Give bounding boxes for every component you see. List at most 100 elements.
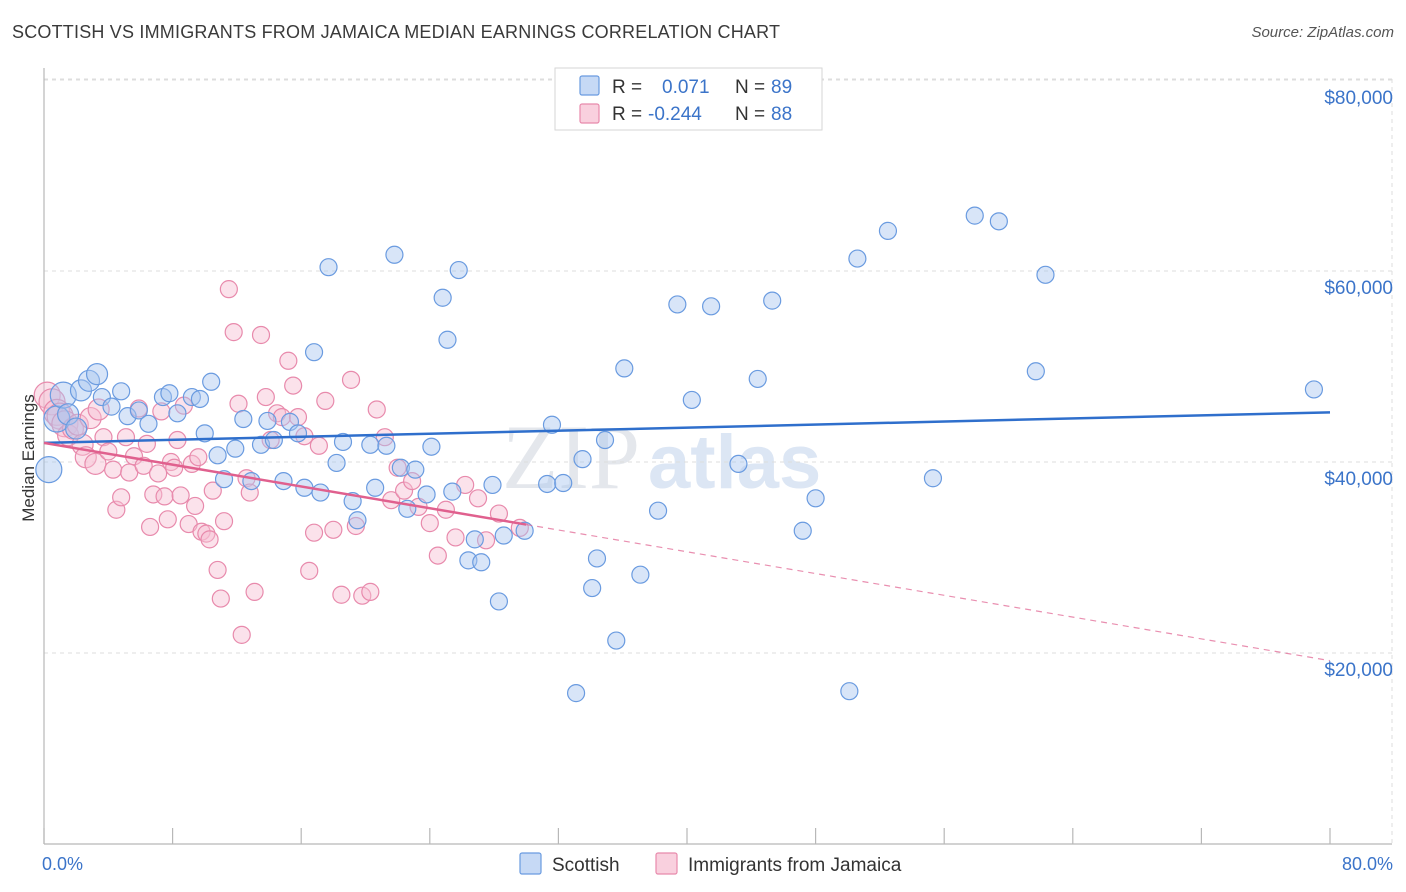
scottish-point-51 [443, 482, 462, 501]
scottish-point-2 [49, 381, 77, 409]
scottish-point-27 [258, 411, 277, 431]
jamaica-point-44 [211, 589, 230, 608]
scottish-point-36 [327, 453, 346, 473]
scottish-point-12 [129, 401, 148, 420]
jamaica-point-46 [219, 280, 238, 299]
jamaica-point-52 [245, 582, 264, 601]
bottom-legend-label-scottish: Scottish [552, 855, 620, 876]
jamaica-point-26 [149, 464, 168, 483]
axes [43, 68, 1392, 845]
jamaica-point-72 [367, 400, 386, 419]
legend-n-value-jamaica: 88 [771, 104, 792, 125]
scottish-point-85 [989, 212, 1008, 231]
jamaica-point-29 [158, 510, 177, 529]
jamaica-point-86 [489, 504, 509, 523]
jamaica-point-11 [84, 452, 107, 476]
scottish-point-16 [168, 404, 187, 423]
scottish-point-71 [648, 501, 668, 520]
scottish-point-75 [729, 454, 748, 474]
jamaica-point-58 [279, 351, 298, 370]
scottish-point-62 [554, 473, 573, 493]
scottish-point-65 [583, 578, 602, 598]
scottish-point-24 [234, 409, 253, 429]
legend-r-value-scottish: 0.071 [662, 77, 710, 98]
scottish-point-57 [489, 592, 509, 611]
jamaica-point-53 [251, 325, 271, 345]
jamaica-point-54 [256, 387, 275, 407]
scottish-point-87 [1036, 265, 1055, 284]
y-tick-label-60000: $60,000 [1324, 278, 1393, 299]
trend-line-scottish [43, 411, 1331, 445]
scottish-point-70 [631, 565, 650, 584]
scottish-point-66 [587, 549, 607, 568]
y-tick-label-80000: $80,000 [1324, 88, 1393, 109]
scottish-point-74 [702, 297, 721, 316]
scottish-point-84 [965, 206, 984, 225]
jamaica-point-33 [171, 486, 190, 505]
trend-line-jamaica-extension [526, 523, 1331, 662]
scottish-point-49 [433, 288, 452, 307]
series-scottish-points [35, 206, 1324, 703]
legend-r-label-scottish: R = [612, 77, 642, 98]
jamaica-point-17 [112, 488, 131, 507]
scottish-point-43 [385, 245, 404, 264]
jamaica-point-37 [186, 496, 205, 516]
y-axis-title: Median Earnings [19, 394, 38, 522]
jamaica-point-25 [144, 485, 163, 504]
scottish-point-55 [472, 553, 491, 572]
scottish-point-4 [65, 417, 88, 440]
scottish-point-18 [190, 389, 210, 409]
scottish-point-46 [406, 460, 425, 479]
scottish-point-56 [483, 475, 502, 495]
legend-swatch-scottish [579, 75, 600, 96]
scottish-point-31 [288, 424, 308, 443]
jamaica-point-43 [208, 560, 227, 580]
scottish-point-59 [515, 521, 534, 540]
scottish-point-64 [573, 450, 592, 469]
scottish-point-34 [311, 483, 330, 502]
jamaica-point-31 [165, 458, 184, 477]
scottish-point-7 [85, 363, 109, 386]
scottish-point-28 [264, 430, 283, 450]
scottish-point-52 [449, 260, 468, 280]
jamaica-point-59 [284, 376, 303, 395]
scottish-point-35 [319, 258, 338, 277]
scottish-point-41 [366, 478, 385, 497]
jamaica-point-18 [116, 428, 136, 447]
scottish-point-68 [607, 631, 626, 650]
jamaica-point-62 [300, 561, 319, 580]
scottish-point-39 [348, 511, 367, 530]
chart-source: Source: ZipAtlas.com [1251, 24, 1394, 41]
bottom-legend-swatch-scottish [519, 852, 542, 875]
scottish-point-40 [361, 435, 380, 454]
trend-lines [43, 411, 1331, 662]
jamaica-point-68 [341, 370, 361, 389]
jamaica-point-27 [152, 402, 171, 421]
scottish-point-79 [806, 489, 825, 508]
scottish-point-83 [923, 469, 943, 488]
jamaica-point-48 [229, 394, 248, 413]
scottish-point-8 [92, 387, 111, 407]
scottish-point-37 [333, 432, 353, 452]
jamaica-point-42 [203, 481, 222, 500]
trend-line-jamaica [43, 441, 527, 526]
scottish-point-9 [102, 397, 121, 416]
scottish-point-78 [793, 521, 812, 540]
jamaica-point-23 [137, 434, 156, 453]
watermark-zip: ZIP [502, 406, 640, 508]
jamaica-point-63 [304, 523, 324, 542]
scottish-point-48 [422, 437, 441, 456]
chart-title: SCOTTISH VS IMMIGRANTS FROM JAMAICA MEDI… [12, 22, 781, 42]
y-tick-label-40000: $40,000 [1324, 469, 1393, 490]
scottish-point-88 [1304, 380, 1324, 399]
jamaica-point-82 [446, 528, 465, 547]
scottish-point-69 [615, 359, 634, 378]
jamaica-point-47 [224, 323, 243, 342]
scottish-point-73 [682, 390, 701, 410]
jamaica-point-79 [420, 514, 439, 533]
jamaica-point-67 [332, 585, 351, 604]
scottish-point-67 [595, 430, 615, 450]
top-legend: R = 0.071 N = 89 R = -0.244 N = 88 [554, 67, 823, 131]
scottish-point-3 [57, 403, 80, 426]
